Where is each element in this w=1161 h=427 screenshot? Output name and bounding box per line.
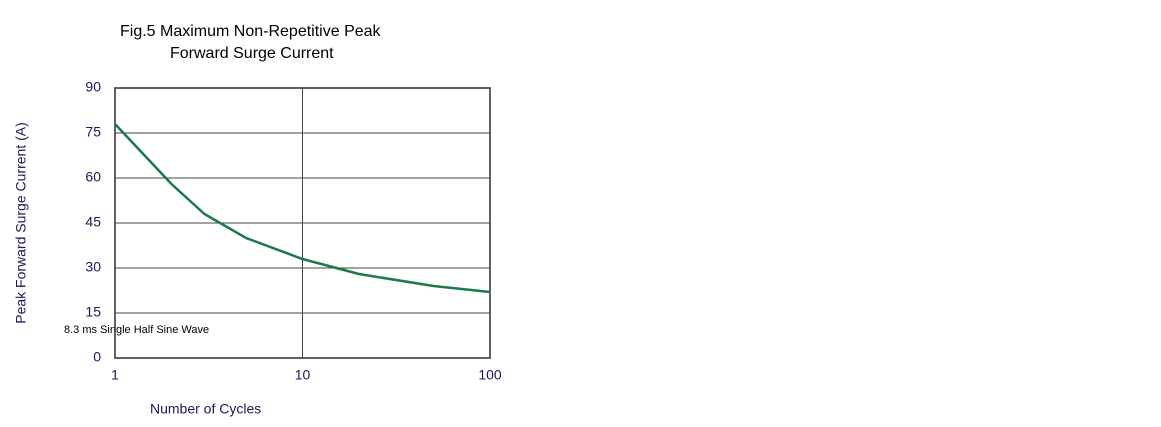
chart-title: Fig.5 Maximum Non-Repetitive Peak (120, 23, 382, 40)
chart-subtitle: Forward Surge Current (170, 45, 334, 62)
x-tick-label: 1 (111, 367, 119, 383)
chart: Fig.5 Maximum Non-Repetitive Peak Forwar… (0, 0, 1161, 427)
y-tick-label: 15 (85, 304, 101, 320)
x-tick-label: 100 (478, 367, 502, 383)
annotation: 8.3 ms Single Half Sine Wave (64, 324, 209, 336)
x-tick-label: 10 (295, 367, 311, 383)
y-tick-label: 0 (93, 349, 101, 365)
y-tick-label: 60 (85, 169, 101, 185)
y-tick-label: 90 (85, 79, 101, 95)
y-tick-label: 30 (85, 259, 101, 275)
y-tick-label: 45 (85, 214, 101, 230)
y-axis-label: Peak Forward Surge Current (A) (13, 122, 29, 324)
x-axis-label: Number of Cycles (150, 401, 261, 417)
y-tick-label: 75 (85, 124, 101, 140)
